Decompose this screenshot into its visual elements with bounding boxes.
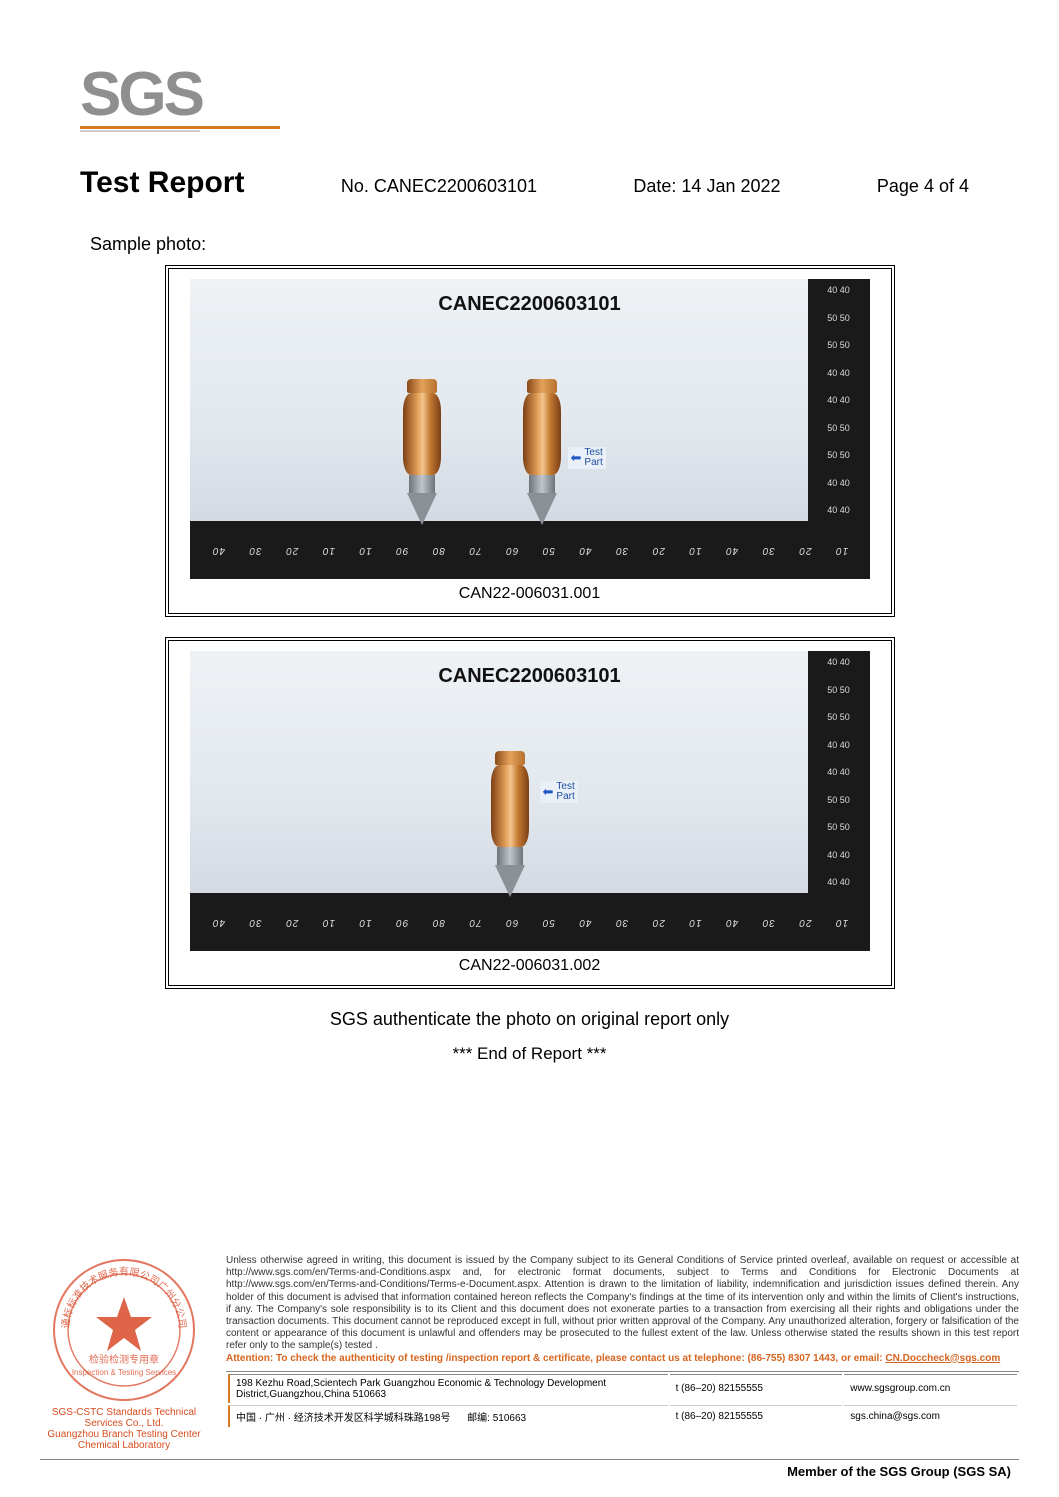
address-table: 198 Kezhu Road,Scientech Park Guangzhou … xyxy=(226,1371,1019,1429)
photo-caption: CAN22-006031.001 xyxy=(173,585,887,603)
report-page: Page 4 of 4 xyxy=(877,176,969,197)
end-of-report: *** End of Report *** xyxy=(80,1044,979,1064)
address-row-cn: 中国 · 广州 · 经济技术开发区科学城科珠路198号 邮编: 510663 t… xyxy=(228,1405,1017,1427)
inspection-stamp: 通标标准技术服务有限公司广州分公司 检验检测专用章 Inspection & T… xyxy=(40,1255,208,1451)
sample-photo: 40 4050 5050 5040 4040 4050 5050 5040 40… xyxy=(190,651,870,951)
stamp-company-line2: Guangzhou Branch Testing Center Chemical… xyxy=(40,1429,208,1451)
stamp-text-en: Inspection & Testing Services xyxy=(72,1368,176,1377)
ruler-horizontal: 102030401020304050607080901010203040 xyxy=(190,521,870,579)
member-line: Member of the SGS Group (SGS SA) xyxy=(40,1459,1019,1479)
test-part-marker: Test Part xyxy=(568,447,606,469)
ruler-horizontal: 102030401020304050607080901010203040 xyxy=(190,893,870,951)
address-row-en: 198 Kezhu Road,Scientech Park Guangzhou … xyxy=(228,1374,1017,1403)
photo-overlay-id: CANEC2200603101 xyxy=(438,665,620,688)
svg-text:SGS: SGS xyxy=(80,60,203,129)
photo-caption: CAN22-006031.002 xyxy=(173,957,887,975)
report-date: Date: 14 Jan 2022 xyxy=(633,176,780,197)
report-header: Test Report No. CANEC2200603101 Date: 14… xyxy=(80,166,979,200)
sample-photo-frame: 40 4050 5050 5040 4040 4050 5050 5040 40… xyxy=(165,637,895,989)
ruler-vertical: 40 4050 5050 5040 4040 4050 5050 5040 40… xyxy=(808,651,870,893)
sgs-logo: SGS xyxy=(80,60,979,138)
report-number: No. CANEC2200603101 xyxy=(341,176,537,197)
authenticate-note: SGS authenticate the photo on original r… xyxy=(80,1009,979,1030)
stamp-text-cn: 检验检测专用章 xyxy=(89,1353,159,1366)
test-part-marker: Test Part xyxy=(540,781,578,803)
photo-overlay-id: CANEC2200603101 xyxy=(438,293,620,316)
report-title: Test Report xyxy=(80,166,244,200)
sample-photo: 40 4050 5050 5040 4040 4050 5050 5040 40… xyxy=(190,279,870,579)
page-footer: 通标标准技术服务有限公司广州分公司 检验检测专用章 Inspection & T… xyxy=(0,1255,1059,1497)
disclaimer-text: Unless otherwise agreed in writing, this… xyxy=(226,1255,1019,1365)
sample-photo-frame: 40 4050 5050 5040 4040 4050 5050 5040 40… xyxy=(165,265,895,617)
sample-photo-label: Sample photo: xyxy=(90,234,979,255)
stamp-company-line1: SGS-CSTC Standards Technical Services Co… xyxy=(40,1407,208,1429)
ruler-vertical: 40 4050 5050 5040 4040 4050 5050 5040 40… xyxy=(808,279,870,521)
